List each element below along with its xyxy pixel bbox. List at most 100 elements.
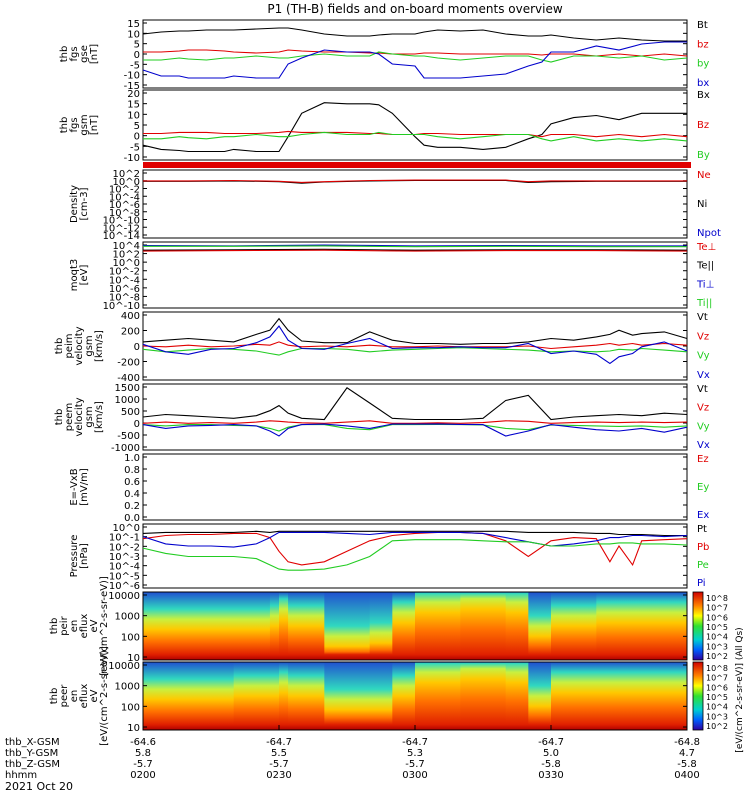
series-line: [142, 41, 687, 79]
coord-row-value: -5.8: [677, 759, 697, 770]
legend-entry: by: [697, 59, 709, 70]
heatmap-cell: [188, 662, 235, 730]
y-label-line: velocity: [74, 326, 85, 365]
colorbar-tick-label: 10^5: [706, 693, 728, 702]
y-label-line: eV: [89, 619, 100, 632]
coord-row-value: 5.3: [407, 748, 423, 759]
legend-entry: Npot: [697, 228, 721, 239]
panel-10: 10^810^710^610^510^410^310^2100001000100…: [49, 646, 728, 746]
heatmap-cell: [528, 592, 552, 660]
colorbar-tick-label: 10^2: [706, 652, 728, 661]
y-tick-label: 0.4: [124, 489, 140, 500]
legend-entry: Ex: [697, 510, 709, 521]
heatmap-cell: [324, 592, 371, 660]
legend-entry: Vy: [697, 421, 710, 432]
panel-frame: [142, 89, 688, 161]
y-tick-label: 0: [134, 132, 140, 143]
y-label-line: thb: [54, 409, 65, 426]
y-tick-label: 10^-6: [109, 200, 140, 211]
y-label-line: thb: [59, 117, 70, 134]
colorbar-tick-label: 10^6: [706, 613, 728, 622]
y-tick-label: 10: [127, 653, 140, 664]
y-tick-label: -5: [130, 142, 140, 153]
x-axis-labels: thb_X-GSM -64.6 -64.7 -64.7 -64.7 -64.8 thb_Y-…: [5, 725, 700, 781]
colorbar-tick-label: 10^8: [706, 594, 728, 603]
coord-row-value: -5.8: [541, 759, 561, 770]
legend-entry: Ti⊥: [696, 279, 714, 290]
y-label-line: eV: [89, 689, 100, 702]
series-line: [142, 347, 688, 356]
y-tick-label: -15: [124, 81, 140, 92]
y-axis-label: thb peir en eflux eV [eV/(cm^2-s-sr-eV)]: [49, 576, 110, 676]
y-axis-label: thb fgs gsm [nT]: [59, 114, 100, 135]
series-line: [142, 539, 688, 571]
series-line: [142, 325, 688, 365]
y-tick-label: 1.0: [124, 453, 140, 464]
colorbar: 10^810^710^610^510^410^310^2: [692, 661, 728, 731]
y-label-line: thb: [59, 46, 70, 63]
colorbar-tick-label: 10^8: [706, 664, 728, 673]
y-tick-label: 1000: [115, 395, 140, 406]
y-tick-label: -10: [124, 71, 140, 82]
figure-title: P1 (TH-B) fields and on-board moments ov…: [267, 2, 563, 16]
y-tick-label: 10^2: [113, 250, 140, 261]
colorbar-tick-label: 10^7: [706, 604, 728, 613]
y-tick-label: 10^-6: [109, 284, 140, 295]
series-line: [142, 531, 688, 548]
heatmap-cell: [641, 662, 688, 730]
panel-9: 10^810^710^610^510^410^310^2 [eV/(cm^2-s-…: [49, 576, 745, 753]
y-tick-label: 10^-5: [109, 571, 140, 582]
legend-entry: Vx: [697, 370, 710, 381]
series-line: [142, 249, 688, 252]
legend-entry: Ti||: [696, 298, 712, 309]
series-line: [142, 102, 687, 153]
heatmap-cell: [505, 592, 529, 660]
y-tick-label: 10^-14: [103, 231, 140, 242]
heatmap-cell: [369, 662, 393, 730]
heatmap-cell: [551, 592, 597, 660]
y-label-line: gse: [79, 45, 90, 63]
coord-row-value: -64.8: [674, 737, 700, 748]
y-tick-label: 10: [127, 110, 140, 121]
series-line: [143, 51, 688, 63]
panel-frame: [142, 383, 688, 451]
y-tick-label: 10^-2: [109, 542, 140, 553]
y-label-line: peer: [59, 684, 70, 708]
heatmap-cell: [324, 662, 371, 730]
y-tick-label: -5: [130, 60, 140, 71]
y-tick-label: 10: [127, 29, 140, 40]
y-tick-label: 10^-10: [103, 301, 140, 312]
series-line: [142, 423, 688, 437]
y-label-line: [km/s]: [94, 330, 105, 362]
heatmap-cell: [269, 662, 280, 730]
legend: Ne Ni Npot: [697, 170, 721, 239]
y-tick-label: 10^-10: [103, 216, 140, 227]
heatmap-cell: [269, 592, 280, 660]
y-label-line: eflux: [79, 684, 90, 709]
panel-frame: [142, 591, 688, 661]
heatmap-cell: [415, 662, 461, 730]
series-line: [142, 420, 688, 424]
y-axis-label: Density [cm-3]: [69, 185, 90, 223]
y-tick-label: 10000: [108, 591, 140, 602]
heatmap-cell: [233, 592, 271, 660]
y-axis-label: thb peer en eflux eV [eV/(cm^2-s-sr-eV)]: [49, 646, 110, 746]
series-line: [143, 245, 687, 248]
heatmap-cell: [188, 592, 235, 660]
colorbar-label: [eV/(cm^2-s-sr-eV)] (All Qs): [735, 627, 745, 752]
separator-band: [143, 162, 691, 168]
y-tick-label: 10^0: [113, 523, 140, 534]
y-label-line: eflux: [79, 614, 90, 639]
y-tick-label: 10^2: [113, 169, 140, 180]
panel-frame: [142, 241, 688, 309]
y-tick-label: 10^-4: [109, 192, 140, 203]
legend: Pt Pb Pe Pi: [697, 524, 709, 589]
y-label-line: [nPa]: [79, 543, 90, 569]
y-label-line: peim: [64, 333, 75, 358]
y-tick-label: 0.6: [124, 477, 140, 488]
y-tick-label: -200: [117, 358, 140, 369]
legend-entry: Vy: [697, 351, 710, 362]
